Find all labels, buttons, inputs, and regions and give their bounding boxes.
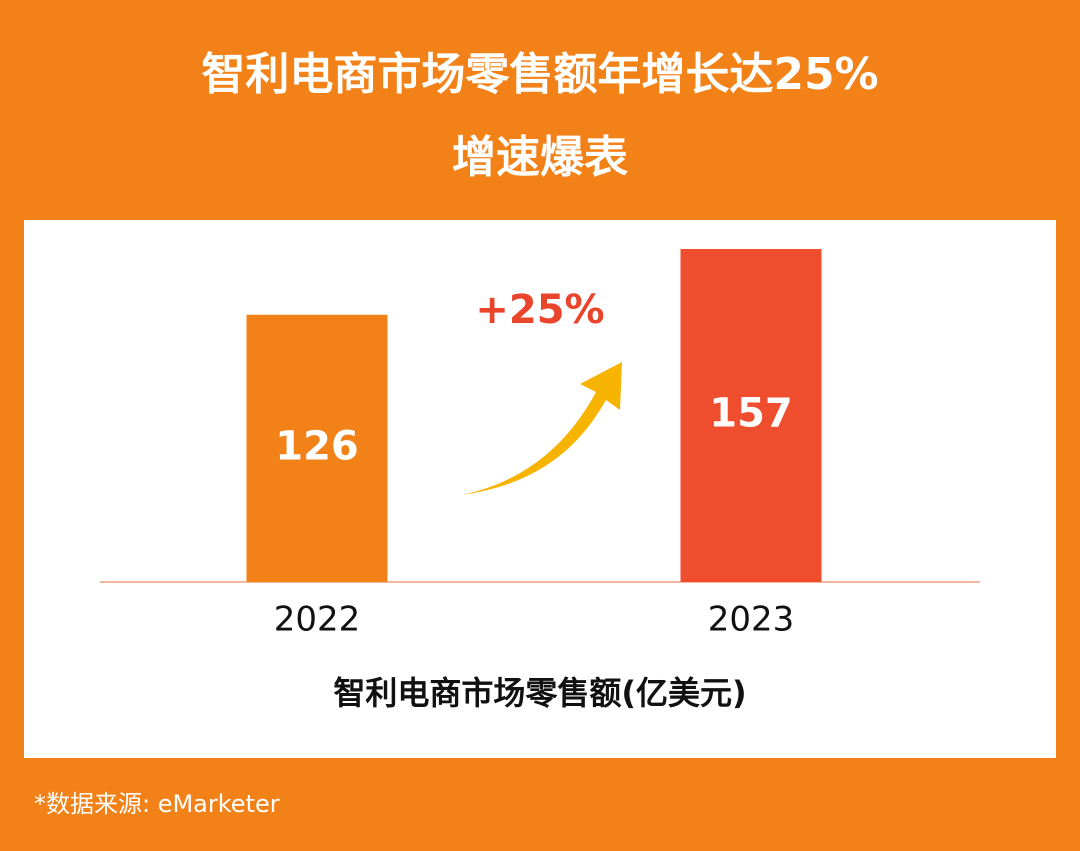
bar xyxy=(680,249,822,582)
annotation: +25% xyxy=(475,287,604,333)
value-label: 126 xyxy=(275,423,359,469)
chart-title: 增速爆表 xyxy=(452,132,628,183)
bar xyxy=(246,314,388,582)
value-label: 157 xyxy=(709,391,793,437)
growth-arrow xyxy=(462,362,622,495)
chart-title: 智利电商市场零售额年增长达25% xyxy=(201,49,878,100)
x-tick-label: 2022 xyxy=(274,600,361,640)
x-tick-label: 2023 xyxy=(708,600,795,640)
x-axis-title: 智利电商市场零售额(亿美元) xyxy=(333,674,746,712)
panel xyxy=(24,220,1056,758)
source: *数据来源: eMarketer xyxy=(34,790,280,818)
